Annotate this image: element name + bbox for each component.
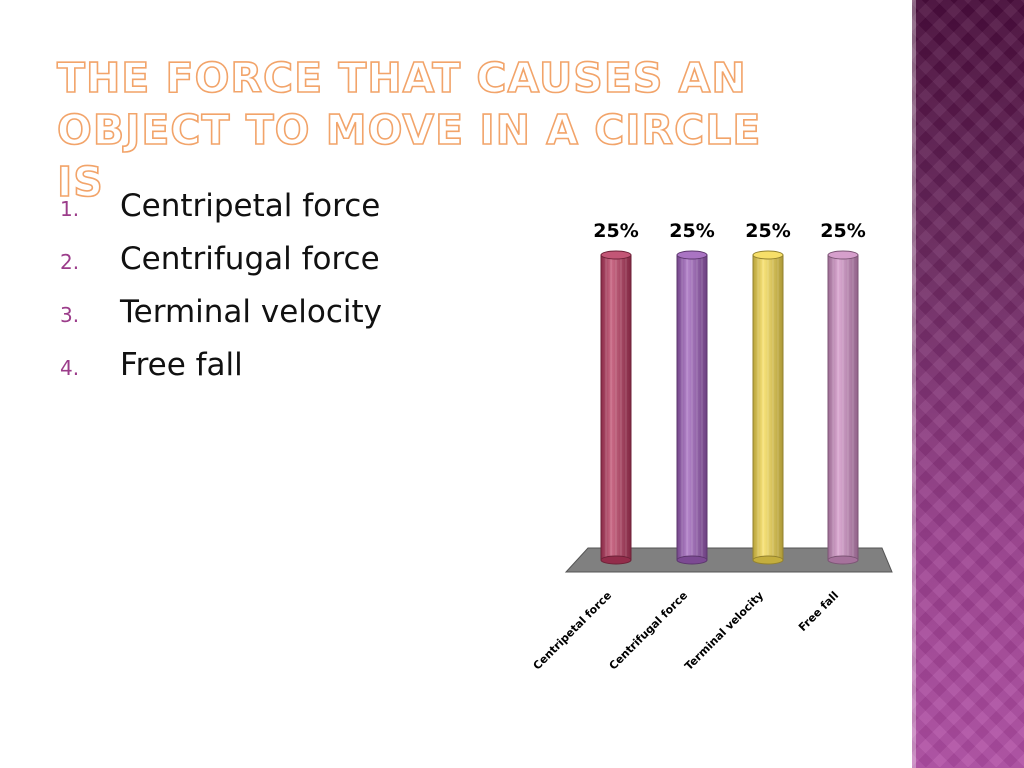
- option-number: 3.: [60, 303, 80, 327]
- chart-bar: [676, 254, 708, 561]
- chart-category-label: Centripetal force: [531, 589, 615, 673]
- option-number: 1.: [60, 197, 80, 221]
- chart-bar: [600, 254, 632, 561]
- side-decoration-band: [912, 0, 1024, 768]
- answer-option: 2. Centrifugal force: [60, 241, 382, 294]
- chart-data-label: 25%: [593, 220, 638, 242]
- chart-bar-base: [827, 555, 859, 565]
- chart-bar: [752, 254, 784, 561]
- option-number: 2.: [60, 250, 80, 274]
- chart-data-label: 25%: [820, 220, 865, 242]
- answer-options-list: 1. Centripetal force 2. Centrifugal forc…: [60, 188, 382, 400]
- option-label: Centripetal force: [120, 188, 381, 224]
- chart-bar-top: [827, 250, 859, 260]
- chart-data-label: 25%: [669, 220, 714, 242]
- chart-category-label: Free fall: [796, 589, 841, 634]
- slide-title: The force that causes an object to move …: [56, 53, 762, 207]
- chart-data-label: 25%: [745, 220, 790, 242]
- chart-bar-top: [676, 250, 708, 260]
- answer-option: 1. Centripetal force: [60, 188, 382, 241]
- chart-bar-top: [600, 250, 632, 260]
- answer-option: 3. Terminal velocity: [60, 294, 382, 347]
- option-label: Centrifugal force: [120, 241, 380, 277]
- chart-floor: [564, 547, 893, 573]
- answer-option: 4. Free fall: [60, 347, 382, 400]
- option-number: 4.: [60, 356, 80, 380]
- chart-bar: [827, 254, 859, 561]
- chart-bar-base: [676, 555, 708, 565]
- chart-bar-base: [600, 555, 632, 565]
- chart-category-label: Centrifugal force: [607, 589, 691, 673]
- response-bar-chart: 25% Centripetal force 25% Centrifugal force…: [531, 220, 893, 673]
- option-label: Terminal velocity: [120, 294, 383, 330]
- option-label: Free fall: [120, 347, 243, 383]
- chart-category-label: Terminal velocity: [682, 589, 766, 673]
- chart-bar-top: [752, 250, 784, 260]
- chart-bar-base: [752, 555, 784, 565]
